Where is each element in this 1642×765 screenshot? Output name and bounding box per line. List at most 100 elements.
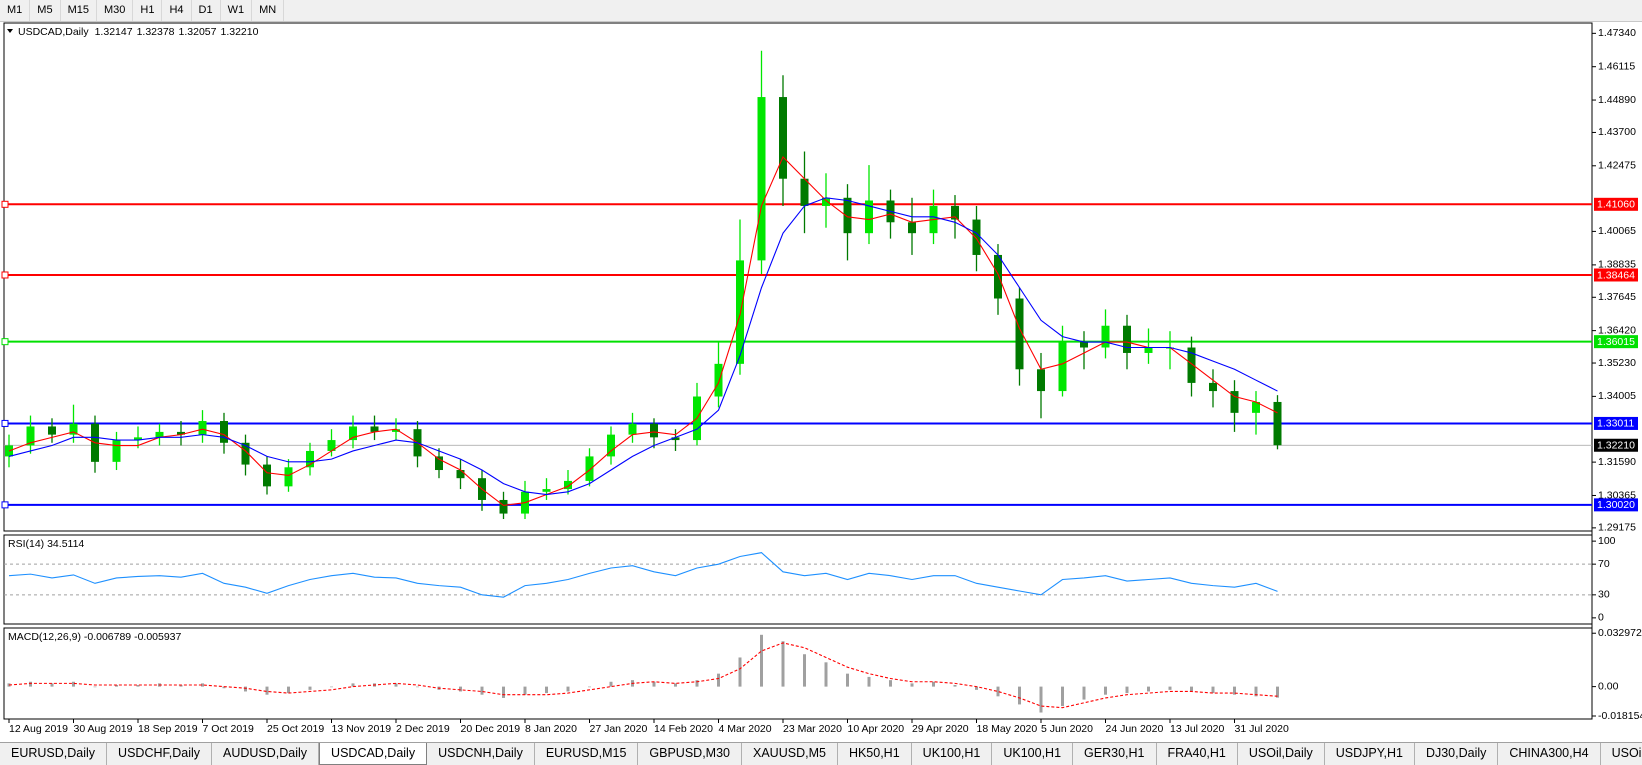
chart-tab[interactable]: GBPUSD,M30	[638, 743, 742, 765]
candle-body	[155, 431, 164, 438]
chart-tab[interactable]: DJ30,Daily	[1415, 743, 1499, 765]
y-tick-label: 1.29175	[1598, 522, 1636, 534]
timeframe-button[interactable]: M1	[0, 0, 31, 21]
chart-tab[interactable]: AUDUSD,Daily	[212, 743, 320, 765]
candle-body	[392, 429, 400, 432]
macd-bar	[760, 634, 763, 687]
chart-tab[interactable]: UK100,H1	[992, 743, 1074, 765]
chart-tab[interactable]: USDCNH,Daily	[427, 743, 535, 765]
candle-body	[757, 97, 766, 261]
candle-body	[994, 254, 1002, 299]
x-tick-label: 5 Jun 2020	[1041, 723, 1093, 735]
candle-body	[650, 423, 658, 438]
macd-bar	[244, 686, 247, 692]
moving-average	[8, 197, 1278, 496]
candle-body	[607, 434, 615, 457]
macd-bar	[738, 657, 742, 687]
candle-body	[564, 480, 572, 490]
macd-bar	[1168, 686, 1172, 690]
candle-body	[1187, 347, 1196, 383]
timeframe-button[interactable]: D1	[192, 0, 221, 21]
macd-bar	[932, 681, 935, 687]
chart-tab[interactable]: USDCHF,Daily	[107, 743, 212, 765]
chart-tab[interactable]: USOil,D	[1601, 743, 1642, 765]
chart-tab[interactable]: HK50,H1	[838, 743, 912, 765]
candle-body	[908, 222, 916, 234]
y-tick-label: -0.018154	[1598, 710, 1642, 722]
candle-body	[972, 219, 981, 255]
candle-body	[1123, 325, 1131, 353]
macd-bar	[1233, 686, 1236, 695]
macd-bar	[996, 686, 1000, 697]
y-tick-label: 0.032972	[1598, 627, 1642, 639]
candle-body	[1015, 298, 1024, 370]
y-tick-label: 1.35230	[1598, 357, 1636, 369]
level-label-bg	[1594, 416, 1638, 430]
x-tick-label: 18 May 2020	[977, 723, 1038, 735]
chart-tab[interactable]: XAUUSD,M5	[742, 743, 838, 765]
candle-body	[198, 421, 207, 435]
chart: 1.47340 1.46115 1.44890 1.43700 1.42475 1.400…	[1, 22, 1642, 735]
candle-body	[263, 464, 271, 487]
candle-body	[628, 423, 637, 435]
x-tick-label: 10 Apr 2020	[848, 723, 905, 735]
x-tick-label: 12 Aug 2019	[9, 723, 68, 735]
macd-bar	[781, 641, 785, 687]
macd-bar	[910, 683, 914, 687]
macd-bar	[824, 662, 828, 687]
signal-line	[8, 642, 1278, 709]
rsi-line	[8, 552, 1278, 598]
chart-title: USDCAD,Daily	[18, 26, 89, 38]
chart-tab[interactable]: EURUSD,M15	[535, 743, 639, 765]
macd-bar	[609, 681, 613, 687]
candle-body	[370, 426, 379, 432]
level-handle	[1, 200, 9, 208]
x-tick-label: 29 Apr 2020	[912, 723, 969, 735]
macd-bar	[179, 684, 183, 687]
level-label: 1.36015	[1597, 336, 1635, 348]
x-tick-label: 20 Dec 2019	[461, 723, 521, 735]
chart-tab[interactable]: USDCAD,Daily	[319, 743, 428, 765]
level-label: 1.38464	[1597, 269, 1635, 281]
candle-body	[48, 426, 56, 435]
candle-body	[284, 467, 293, 487]
level-handle	[1, 338, 9, 346]
macd-bar	[1147, 686, 1150, 692]
y-tick-label: 1.30365	[1598, 489, 1636, 501]
timeframe-button[interactable]: M5	[30, 0, 61, 21]
timeframe-button[interactable]: W1	[221, 0, 253, 21]
candle-body	[800, 178, 809, 206]
candle-body	[671, 437, 680, 441]
timeframe-button[interactable]: H4	[162, 0, 192, 21]
candle-body	[1037, 369, 1045, 392]
macd-bar	[566, 686, 570, 692]
chart-tab[interactable]: USOil,Daily	[1238, 743, 1325, 765]
candle-body	[714, 363, 723, 397]
chart-tab[interactable]: UK100,H1	[912, 743, 993, 765]
y-tick-label: 1.47340	[1598, 27, 1636, 39]
macd-bar	[1082, 686, 1086, 700]
chart-tab[interactable]: USDJPY,H1	[1325, 743, 1415, 765]
chart-tab[interactable]: CHINA300,H4	[1498, 743, 1601, 765]
timeframe-toolbar: M1 M5 M15 M30 H1 H4 D1 W1 MN	[0, 0, 1642, 22]
chart-tab[interactable]: GER30,H1	[1073, 743, 1157, 765]
timeframe-button[interactable]: H1	[133, 0, 163, 21]
timeframe-button[interactable]: MN	[252, 0, 285, 21]
y-tick-label: 30	[1598, 589, 1610, 601]
candle-body	[822, 197, 830, 206]
macd-bar	[889, 680, 892, 687]
macd-bar	[1211, 686, 1215, 694]
candle-body	[1058, 342, 1067, 392]
macd-bar	[1018, 686, 1021, 705]
x-tick-label: 30 Aug 2019	[74, 723, 133, 735]
macd-bar	[330, 686, 333, 688]
chart-tab[interactable]: FRA40,H1	[1157, 743, 1238, 765]
y-tick-label: 1.40065	[1598, 225, 1636, 237]
timeframe-button[interactable]: M15	[61, 0, 97, 21]
macd-bar	[136, 684, 140, 687]
timeframe-button[interactable]: M30	[97, 0, 134, 21]
chart-tab[interactable]: EURUSD,Daily	[0, 743, 108, 765]
macd-bar	[308, 686, 312, 690]
x-tick-label: 13 Nov 2019	[332, 723, 392, 735]
